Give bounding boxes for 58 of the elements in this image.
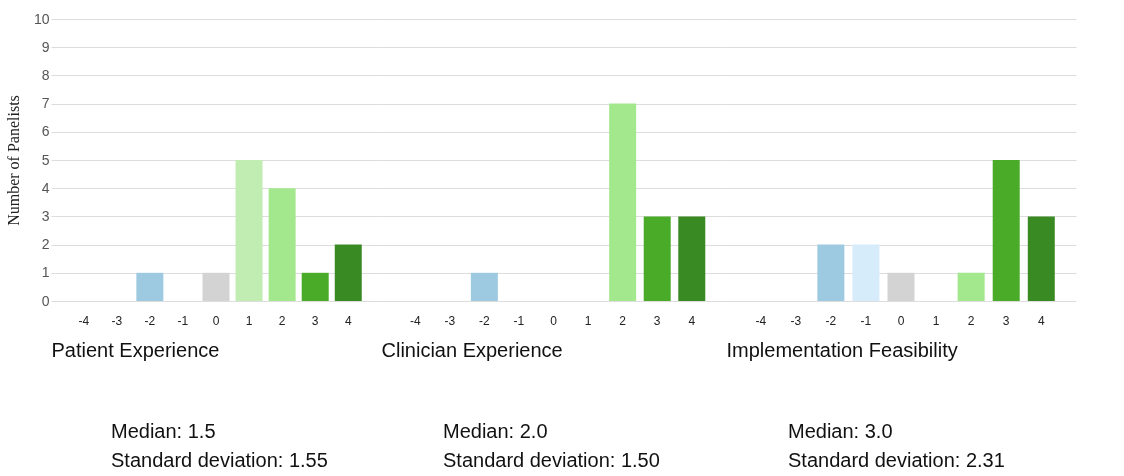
x-tick-label: 4 [688,313,696,328]
x-tick-label: 3 [653,313,661,328]
y-tick-label: 6 [41,123,50,140]
x-tick-label: -2 [144,313,156,328]
x-tick-label: 1 [245,313,253,328]
x-axis-title: Patient Experience [51,338,220,361]
y-tick-label: 4 [41,179,50,196]
x-tick-label: 3 [1002,313,1010,328]
text: Standard deviation: 2.31 [788,449,1005,471]
x-tick-label: -2 [825,313,837,328]
x-tick-label: -2 [479,313,491,328]
bar [268,188,296,301]
text: Median: 2.0 [443,420,548,442]
x-tick-label: 3 [311,313,319,328]
x-tick-label: 2 [278,313,286,328]
bar [136,272,164,301]
bar [334,244,362,301]
y-tick-label: 8 [41,66,50,83]
x-tick-label: 2 [967,313,975,328]
x-tick-label: -3 [444,313,456,328]
text: Median: 3.0 [788,420,893,442]
y-tick-label: 10 [33,10,50,27]
x-tick-label: 1 [584,313,592,328]
y-tick-label: 1 [41,264,50,281]
x-tick-label: 0 [212,313,220,328]
x-tick-label: 2 [619,313,627,328]
y-axis-title: Number of Panelists [4,95,22,226]
bar [957,272,985,301]
x-tick-label: 0 [550,313,558,328]
y-tick-label: 2 [41,236,50,253]
x-tick-label: -4 [755,313,767,328]
y-tick-label: 7 [41,95,50,112]
text: Standard deviation: 1.50 [443,449,660,471]
y-tick-label: 0 [41,292,50,309]
bar [852,244,880,301]
x-tick-label: -3 [790,313,802,328]
bar [235,160,263,301]
x-tick-label: -4 [409,313,421,328]
y-tick-label: 3 [41,207,50,224]
bar [992,160,1020,301]
x-tick-label: 0 [897,313,905,328]
x-tick-label: -3 [111,313,123,328]
x-tick-label: -1 [860,313,872,328]
bar [301,272,329,301]
y-tick-label: 5 [41,151,50,168]
bar [817,244,845,301]
y-tick-label: 9 [41,38,50,55]
x-tick-label: -1 [513,313,525,328]
x-axis-title: Implementation Feasibility [726,338,958,361]
text: Median: 1.5 [111,420,216,442]
x-tick-label: -1 [177,313,189,328]
bar [1027,216,1055,301]
x-axis-title: Clinician Experience [381,338,563,361]
x-tick-label: 4 [344,313,352,328]
x-tick-label: 4 [1037,313,1045,328]
x-tick-label: -4 [78,313,90,328]
text: Standard deviation: 1.55 [111,449,328,471]
x-tick-label: 1 [932,313,940,328]
